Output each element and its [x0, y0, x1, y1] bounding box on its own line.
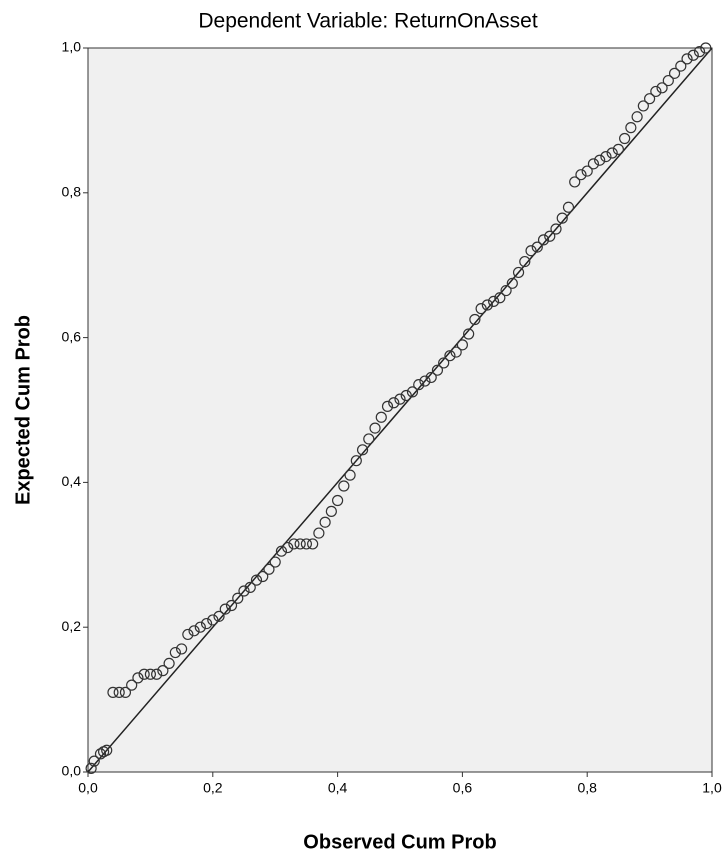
- y-axis-label: Expected Cum Prob: [12, 315, 34, 505]
- chart-title: Dependent Variable: ReturnOnAsset: [198, 10, 537, 33]
- x-tick-label: 0,4: [328, 780, 348, 796]
- x-tick-label: 0,2: [203, 780, 223, 796]
- x-tick-label: 1,0: [702, 780, 722, 796]
- y-tick-label: 1,0: [62, 39, 82, 55]
- x-axis-label: Observed Cum Prob: [303, 831, 496, 853]
- y-tick-label: 0,6: [62, 328, 82, 344]
- x-tick-label: 0,8: [577, 780, 597, 796]
- x-tick-label: 0,6: [453, 780, 473, 796]
- y-tick-label: 0,8: [62, 184, 82, 200]
- y-tick-label: 0,0: [62, 763, 82, 779]
- chart: Dependent Variable: ReturnOnAsset Observ…: [0, 0, 726, 861]
- y-tick-label: 0,2: [62, 618, 82, 634]
- x-tick-label: 0,0: [78, 780, 98, 796]
- page: Dependent Variable: ReturnOnAsset Observ…: [0, 0, 726, 861]
- y-tick-label: 0,4: [62, 473, 82, 489]
